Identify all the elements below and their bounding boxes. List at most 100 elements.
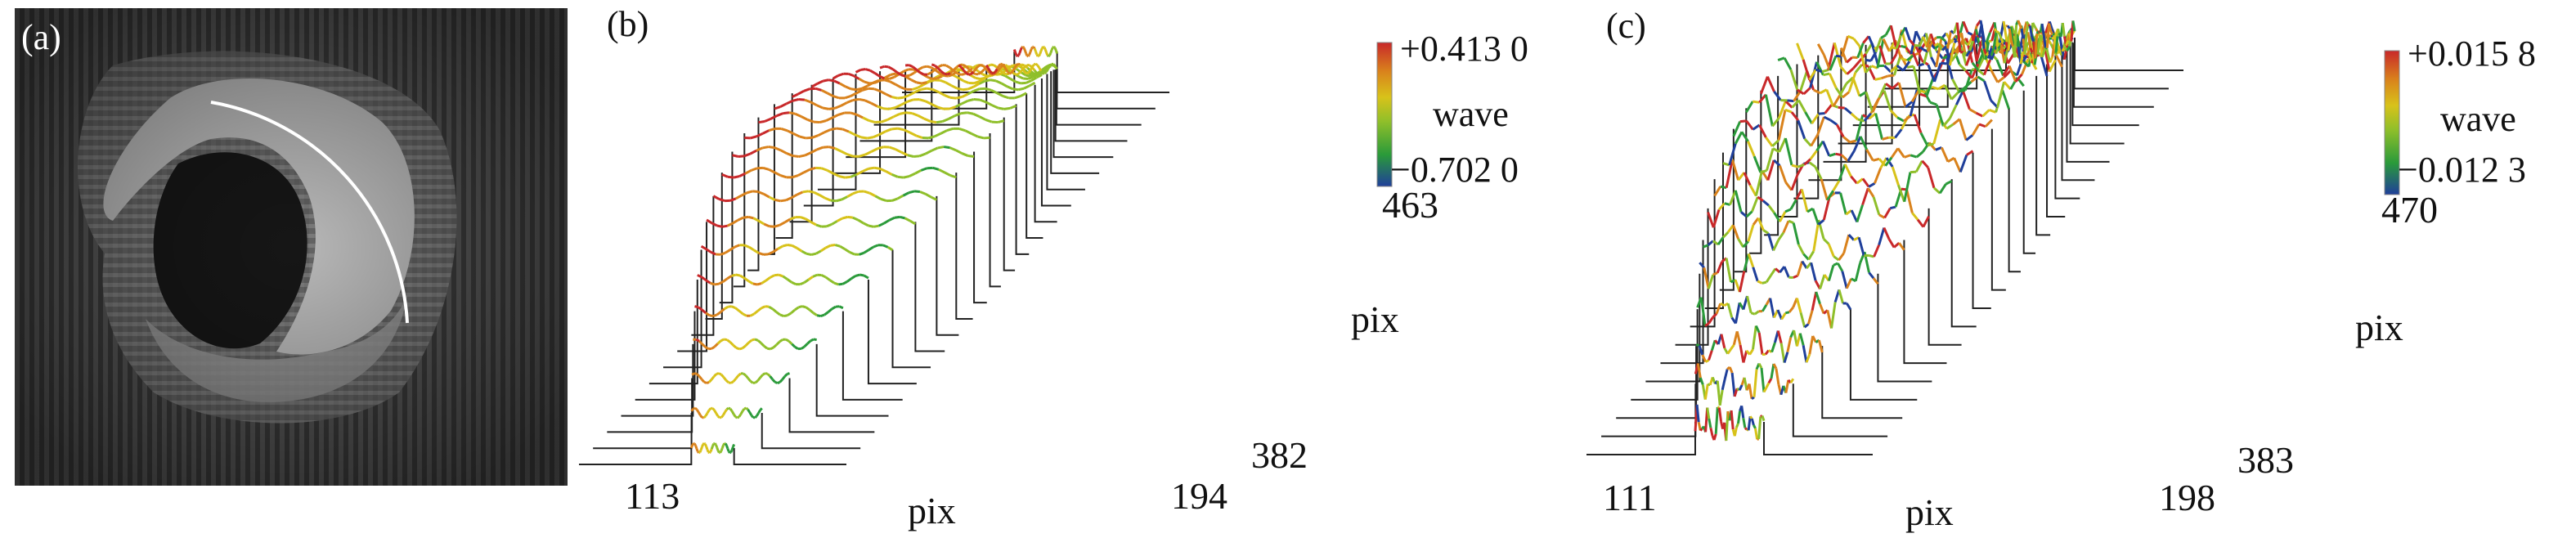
surface-segment bbox=[1919, 132, 1929, 146]
surface-segment bbox=[764, 117, 772, 123]
surface-segment bbox=[2002, 20, 2009, 46]
surface-segment bbox=[1786, 337, 1793, 352]
surface-segment bbox=[774, 105, 781, 110]
surface-segment bbox=[1762, 200, 1770, 207]
surface-segment bbox=[918, 65, 924, 71]
surface-segment bbox=[1039, 69, 1044, 74]
surface-segment bbox=[1793, 90, 1802, 102]
surface-segment bbox=[1034, 51, 1039, 56]
surface-segment bbox=[830, 244, 836, 247]
surface-segment bbox=[738, 155, 745, 158]
surface-segment bbox=[1892, 82, 1901, 90]
panel-b-y-label: pix bbox=[1351, 298, 1399, 340]
surface-segment bbox=[824, 276, 831, 281]
panel-c-legend-unit: wave bbox=[2440, 99, 2516, 139]
surface-segment bbox=[796, 247, 803, 253]
surface-segment bbox=[1769, 298, 1775, 318]
surface-segment bbox=[1699, 428, 1703, 432]
surface-segment bbox=[1703, 267, 1710, 289]
panel-c-surface-plot bbox=[1586, 20, 2183, 455]
surface-segment bbox=[1971, 61, 1980, 71]
surface-segment bbox=[1703, 383, 1709, 400]
surface-segment bbox=[1003, 95, 1010, 100]
surface-segment bbox=[777, 244, 783, 250]
surface-segment bbox=[897, 127, 904, 132]
surface-segment bbox=[958, 76, 964, 83]
surface-segment bbox=[983, 136, 990, 140]
surface-segment bbox=[1942, 117, 1951, 128]
surface-segment bbox=[888, 76, 895, 80]
surface-segment bbox=[958, 127, 966, 132]
surface-segment bbox=[1891, 166, 1900, 186]
surface-segment bbox=[925, 192, 932, 199]
surface-segment bbox=[836, 127, 843, 131]
surface-segment bbox=[1803, 323, 1810, 329]
surface-segment bbox=[2058, 34, 2064, 52]
surface-segment bbox=[900, 150, 909, 157]
surface-segment bbox=[1952, 118, 1961, 126]
surface-segment bbox=[1766, 148, 1775, 171]
surface-segment bbox=[1966, 150, 1974, 156]
surface-segment bbox=[712, 195, 720, 200]
surface-segment bbox=[1878, 213, 1886, 219]
surface-segment bbox=[804, 98, 811, 104]
surface-segment bbox=[794, 346, 799, 350]
surface-segment bbox=[1852, 38, 1861, 47]
surface-segment bbox=[958, 64, 963, 69]
surface-segment bbox=[2042, 34, 2047, 48]
surface-segment bbox=[799, 281, 806, 286]
surface-segment bbox=[1766, 159, 1775, 181]
surface-segment bbox=[1812, 88, 1821, 95]
surface-segment bbox=[1852, 60, 1860, 69]
surface-segment bbox=[997, 67, 1002, 72]
surface-segment bbox=[873, 87, 881, 92]
surface-segment bbox=[792, 98, 799, 102]
surface-segment bbox=[762, 146, 770, 150]
surface-segment bbox=[774, 171, 782, 177]
surface-segment bbox=[945, 64, 951, 69]
surface-segment bbox=[1959, 155, 1968, 173]
surface-segment bbox=[750, 135, 757, 140]
surface-segment bbox=[1932, 119, 1942, 145]
surface-segment bbox=[1995, 59, 2004, 77]
surface-segment bbox=[850, 275, 857, 280]
surface-segment bbox=[712, 373, 718, 378]
surface-segment bbox=[2049, 29, 2054, 35]
surface-segment bbox=[1948, 104, 1958, 119]
surface-segment bbox=[697, 274, 702, 279]
surface-segment bbox=[1777, 109, 1787, 141]
surface-segment bbox=[1980, 24, 1986, 49]
surface-segment bbox=[1959, 47, 1968, 66]
surface-segment bbox=[734, 307, 740, 312]
surface-segment bbox=[925, 149, 933, 155]
surface-segment bbox=[1910, 154, 1918, 159]
surface-segment bbox=[2034, 33, 2039, 59]
surface-segment bbox=[907, 98, 914, 103]
surface-segment bbox=[1945, 180, 1953, 186]
surface-segment bbox=[720, 444, 725, 449]
surface-segment bbox=[1962, 20, 1969, 34]
surface-baseline bbox=[635, 311, 903, 401]
surface-segment bbox=[1890, 147, 1900, 159]
surface-segment bbox=[957, 72, 962, 76]
surface-segment bbox=[801, 115, 809, 121]
surface-segment bbox=[768, 168, 775, 174]
panel-c-y-label: pix bbox=[2355, 307, 2403, 348]
surface-segment bbox=[1777, 231, 1785, 241]
surface-segment bbox=[1783, 266, 1790, 278]
surface-segment bbox=[778, 273, 783, 278]
surface-segment bbox=[834, 244, 841, 248]
surface-segment bbox=[930, 195, 938, 201]
surface-segment bbox=[844, 248, 850, 253]
surface-segment bbox=[2027, 24, 2031, 27]
surface-segment bbox=[836, 217, 843, 222]
surface-segment bbox=[884, 65, 889, 69]
surface-segment bbox=[770, 114, 778, 120]
surface-segment bbox=[753, 249, 760, 254]
surface-segment bbox=[1798, 333, 1805, 346]
surface-segment bbox=[724, 305, 729, 311]
surface-segment bbox=[1975, 111, 1984, 118]
surface-segment bbox=[996, 92, 1004, 97]
surface-segment bbox=[780, 199, 787, 203]
surface-segment bbox=[1850, 112, 1859, 121]
